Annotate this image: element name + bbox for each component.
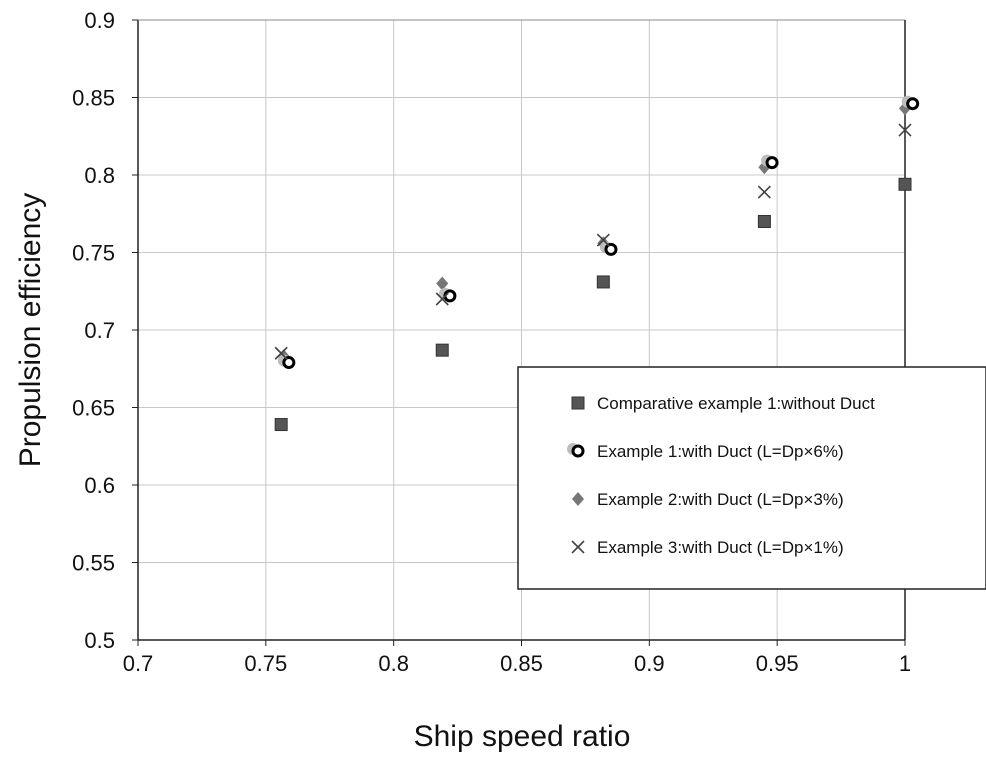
data-point-x: [274, 346, 288, 360]
legend-marker-x: [571, 540, 585, 554]
legend-label: Example 1:with Duct (L=Dp×6%): [597, 442, 844, 461]
legend-marker-diamond: [572, 492, 584, 506]
axes: 0.7 0.75 0.8 0.85 0.9 0.95 1 0.5 0.55 0.6 0.65 0.7 0…: [72, 8, 911, 676]
data-point-square: [757, 215, 771, 228]
data-point-ring: [901, 95, 920, 111]
legend-label: Comparative example 1:without Duct: [597, 394, 875, 413]
y-tick-label: 0.8: [84, 163, 115, 188]
data-point-x: [757, 185, 771, 199]
legend-label: Example 2:with Duct (L=Dp×3%): [597, 490, 844, 509]
x-tick-label: 0.95: [756, 651, 799, 676]
y-tick-label: 0.7: [84, 318, 115, 343]
x-tick-label: 0.75: [244, 651, 287, 676]
data-point-x: [435, 292, 449, 306]
x-tick-label: 1: [899, 651, 911, 676]
data-point-square: [596, 275, 610, 289]
y-tick-label: 0.65: [72, 396, 115, 421]
data-point-ring: [277, 354, 296, 370]
legend-marker-ring: [567, 443, 585, 458]
y-tick-label: 0.55: [72, 551, 115, 576]
data-point-x: [596, 233, 610, 247]
data-point-square: [435, 343, 449, 357]
legend-marker-square: [571, 396, 585, 410]
data-point-square: [898, 177, 912, 191]
legend-box: [517, 366, 986, 590]
data-point-ring: [761, 154, 779, 170]
x-tick-label: 0.85: [500, 651, 543, 676]
data-point-diamond: [436, 276, 449, 291]
y-tick-label: 0.6: [84, 473, 115, 498]
legend: Comparative example 1:without Duct Exampl…: [517, 366, 986, 590]
y-axis-title: Propulsion efficiency: [14, 193, 47, 468]
y-tick-label: 0.75: [72, 241, 115, 266]
data-point-x: [898, 123, 912, 137]
x-axis-title: Ship speed ratio: [414, 720, 631, 753]
y-tick-label: 0.5: [84, 628, 115, 653]
x-tick-label: 0.7: [123, 651, 154, 676]
x-tick-label: 0.9: [634, 651, 665, 676]
data-points: [274, 95, 920, 432]
data-point-square: [274, 418, 288, 432]
data-point-ring: [599, 241, 618, 256]
legend-label: Example 3:with Duct (L=Dp×1%): [597, 538, 844, 557]
y-tick-label: 0.85: [72, 86, 115, 111]
x-tick-label: 0.8: [378, 651, 409, 676]
y-tick-label: 0.9: [84, 8, 115, 33]
